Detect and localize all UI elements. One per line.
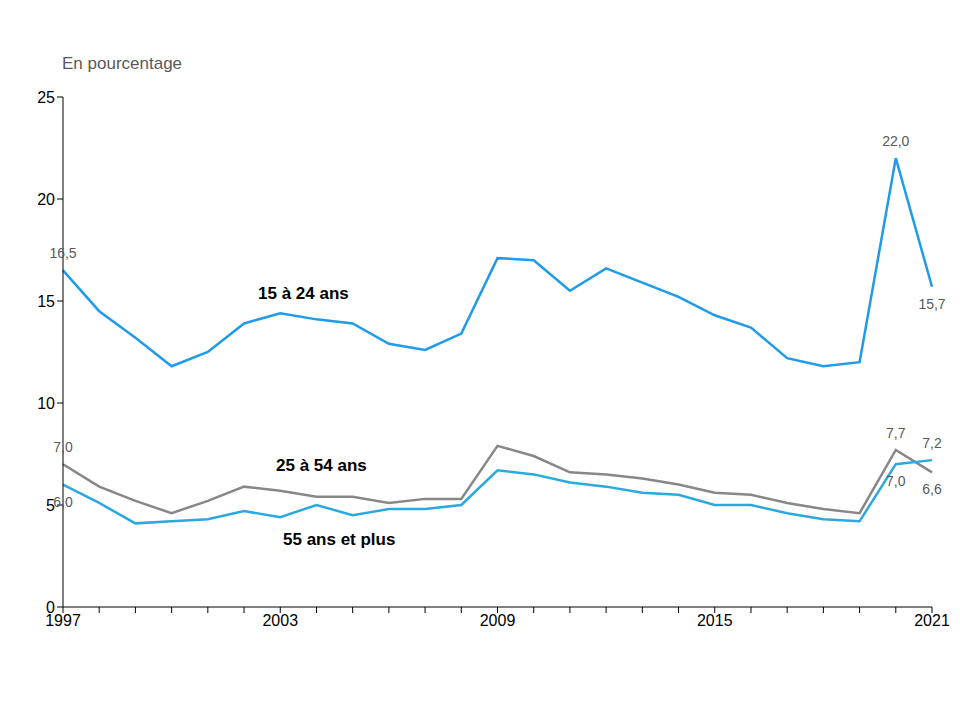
svg-text:25: 25 <box>37 89 55 106</box>
html-text:25 à 54 ans: 25 à 54 ans <box>276 456 367 475</box>
svg-text:16,5: 16,5 <box>49 245 76 261</box>
html-text:55 ans et plus: 55 ans et plus <box>283 530 396 549</box>
svg-text:2009: 2009 <box>480 612 516 629</box>
svg-text:5: 5 <box>46 496 55 514</box>
svg-text:15: 15 <box>37 293 55 310</box>
svg-text:2021: 2021 <box>914 612 950 629</box>
svg-text:1997: 1997 <box>45 612 81 630</box>
svg-text:22,0: 22,0 <box>882 133 909 149</box>
svg-text:20: 20 <box>37 191 55 208</box>
svg-text:0: 0 <box>46 599 55 616</box>
svg-text:7,0: 7,0 <box>53 439 73 455</box>
svg-text:2003: 2003 <box>262 612 298 629</box>
svg-text:7,0: 7,0 <box>886 473 906 489</box>
svg-text:7,7: 7,7 <box>886 425 906 441</box>
html-text:En pourcentage: En pourcentage <box>62 54 182 73</box>
svg-text:15,7: 15,7 <box>918 296 945 312</box>
svg-text:6,6: 6,6 <box>922 481 942 497</box>
svg-text:7,2: 7,2 <box>922 435 942 451</box>
svg-text:6,0: 6,0 <box>53 494 73 510</box>
svg-text:2015: 2015 <box>697 612 733 629</box>
svg-text:10: 10 <box>37 395 55 412</box>
html-text:15 à 24 ans: 15 à 24 ans <box>258 284 349 303</box>
